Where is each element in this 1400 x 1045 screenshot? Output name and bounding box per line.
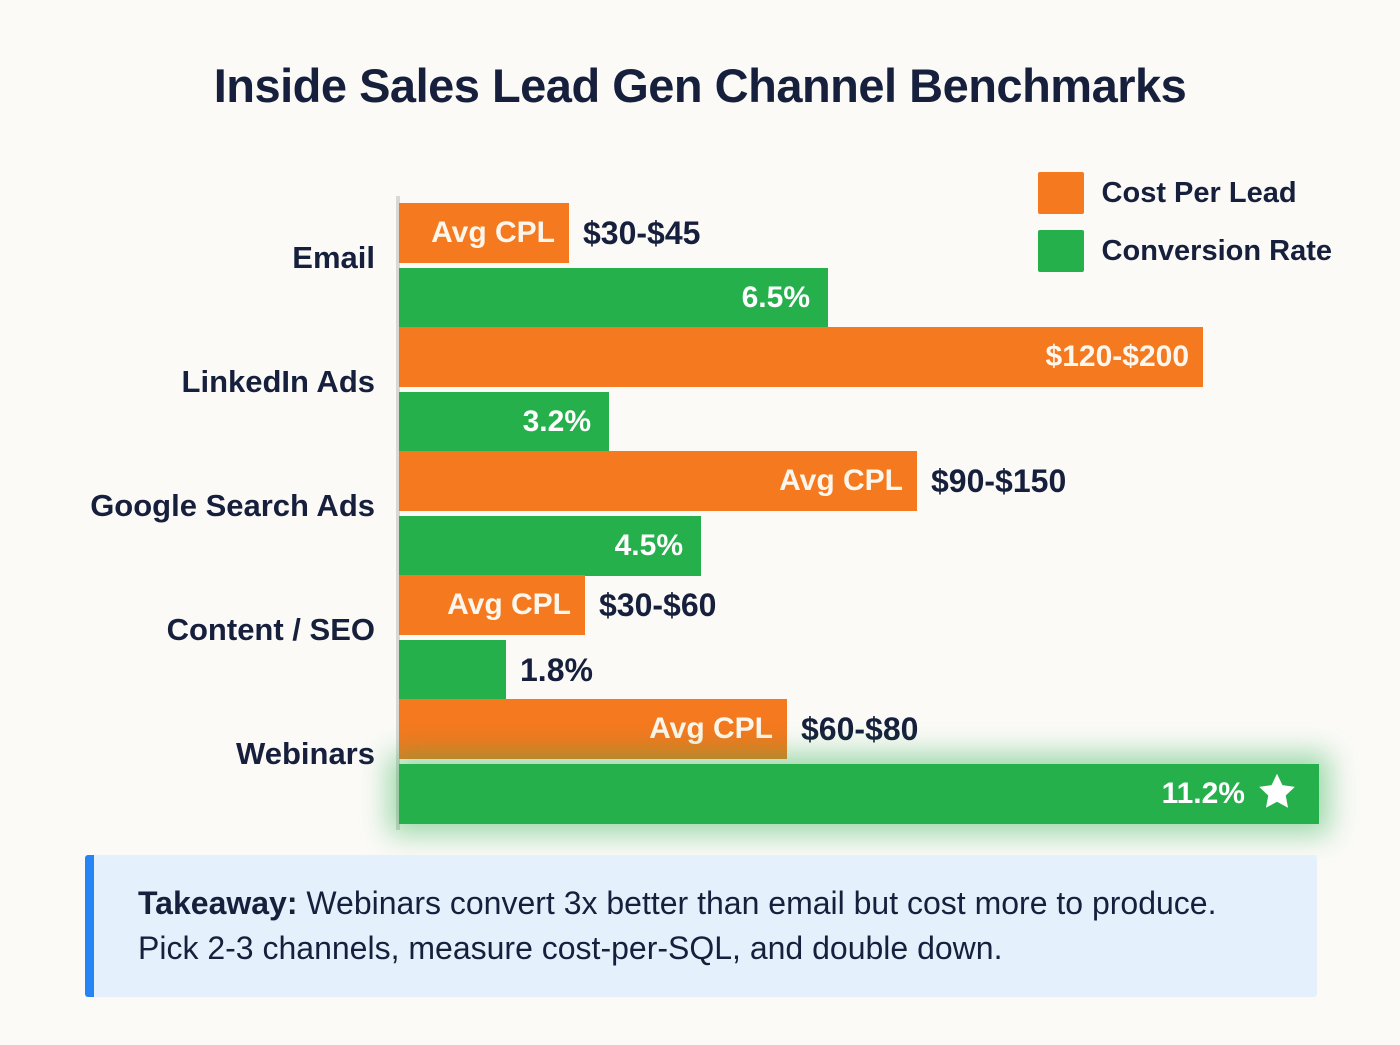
legend-label-cost-per-lead: Cost Per Lead <box>1101 176 1297 209</box>
y-axis-line <box>396 196 400 830</box>
conversion-rate-bar-track: 11.2% <box>399 764 1319 824</box>
category-label: Email <box>292 240 375 275</box>
category-label: Webinars <box>236 736 375 771</box>
category-label: LinkedIn Ads <box>181 364 375 399</box>
page-title: Inside Sales Lead Gen Channel Benchmarks <box>213 59 1187 112</box>
bar-row: Google Search Ads Avg CPL $90-$150 4.5% <box>0 444 1400 576</box>
conversion-rate-value-label: 1.8% <box>520 651 593 688</box>
cost-per-lead-bar[interactable]: Avg CPL <box>399 575 585 635</box>
conversion-rate-bar-inner-label: 11.2% <box>1161 777 1245 810</box>
category-label: Google Search Ads <box>90 488 375 523</box>
bar-row: Content / SEO Avg CPL $30-$60 1.8% <box>0 568 1400 700</box>
cost-per-lead-bar[interactable]: Avg CPL <box>399 203 569 263</box>
cost-per-lead-value-label: $30-$45 <box>583 214 701 251</box>
legend-label-conversion-rate: Conversion Rate <box>1101 234 1332 267</box>
cost-per-lead-bar-track: Avg CPL $30-$45 <box>399 203 700 263</box>
conversion-rate-bar-inner-label: 4.5% <box>614 529 683 562</box>
chart-legend: Cost Per Lead Conversion Rate <box>1037 172 1332 272</box>
cost-per-lead-bar[interactable]: Avg CPL <box>399 451 917 511</box>
cost-per-lead-bar-inner-label: Avg CPL <box>431 216 555 249</box>
takeaway-body: Webinars convert 3x better than email bu… <box>138 884 1217 966</box>
cost-per-lead-bar[interactable]: Avg CPL <box>399 699 787 759</box>
conversion-rate-bar-track: 6.5% <box>399 268 828 328</box>
cost-per-lead-bar-track: Avg CPL $60-$80 <box>399 699 918 759</box>
star-icon <box>1255 771 1299 817</box>
bar-row: Webinars Avg CPL $60-$80 11.2% <box>0 692 1400 824</box>
conversion-rate-bar-track: 1.8% <box>399 640 593 700</box>
cost-per-lead-bar-track: $120-$200 <box>399 327 1203 387</box>
conversion-rate-bar-inner-label: 3.2% <box>522 405 591 438</box>
cost-per-lead-bar-track: Avg CPL $90-$150 <box>399 451 1066 511</box>
takeaway-lead: Takeaway: <box>138 884 298 921</box>
conversion-rate-bar[interactable]: 11.2% <box>399 764 1319 824</box>
bar-row: LinkedIn Ads $120-$200 3.2% <box>0 320 1400 452</box>
conversion-rate-bar[interactable]: 6.5% <box>399 268 828 328</box>
legend-item-cost-per-lead[interactable]: Cost Per Lead <box>1037 172 1297 214</box>
cost-per-lead-value-label: $60-$80 <box>801 710 919 747</box>
green-swatch-icon <box>1037 230 1084 272</box>
category-label: Content / SEO <box>166 612 375 647</box>
cost-per-lead-bar-inner-label: Avg CPL <box>649 712 773 745</box>
cost-per-lead-bar-track: Avg CPL $30-$60 <box>399 575 716 635</box>
cost-per-lead-bar-inner-label: $120-$200 <box>1045 340 1189 373</box>
cost-per-lead-value-label: $90-$150 <box>931 462 1067 499</box>
takeaway-text: Takeaway: Webinars convert 3x better tha… <box>138 881 1275 972</box>
orange-swatch-icon <box>1037 172 1084 214</box>
conversion-rate-bar[interactable]: 3.2% <box>399 392 609 452</box>
conversion-rate-bar[interactable] <box>399 640 506 700</box>
cost-per-lead-bar-inner-label: Avg CPL <box>779 464 903 497</box>
conversion-rate-bar[interactable]: 4.5% <box>399 516 701 576</box>
bar-row: Email Avg CPL $30-$45 6.5% <box>0 196 1400 328</box>
legend-item-conversion-rate[interactable]: Conversion Rate <box>1037 230 1332 272</box>
cost-per-lead-bar[interactable]: $120-$200 <box>399 327 1203 387</box>
cost-per-lead-bar-inner-label: Avg CPL <box>447 588 571 621</box>
conversion-rate-bar-inner-label: 6.5% <box>741 281 810 314</box>
chart-plot-area: Email Avg CPL $30-$45 6.5% LinkedIn Ads $120-… <box>0 196 1400 834</box>
cost-per-lead-value-label: $30-$60 <box>599 586 717 623</box>
conversion-rate-bar-track: 4.5% <box>399 516 701 576</box>
takeaway-callout: Takeaway: Webinars convert 3x better tha… <box>85 855 1317 997</box>
conversion-rate-bar-track: 3.2% <box>399 392 609 452</box>
